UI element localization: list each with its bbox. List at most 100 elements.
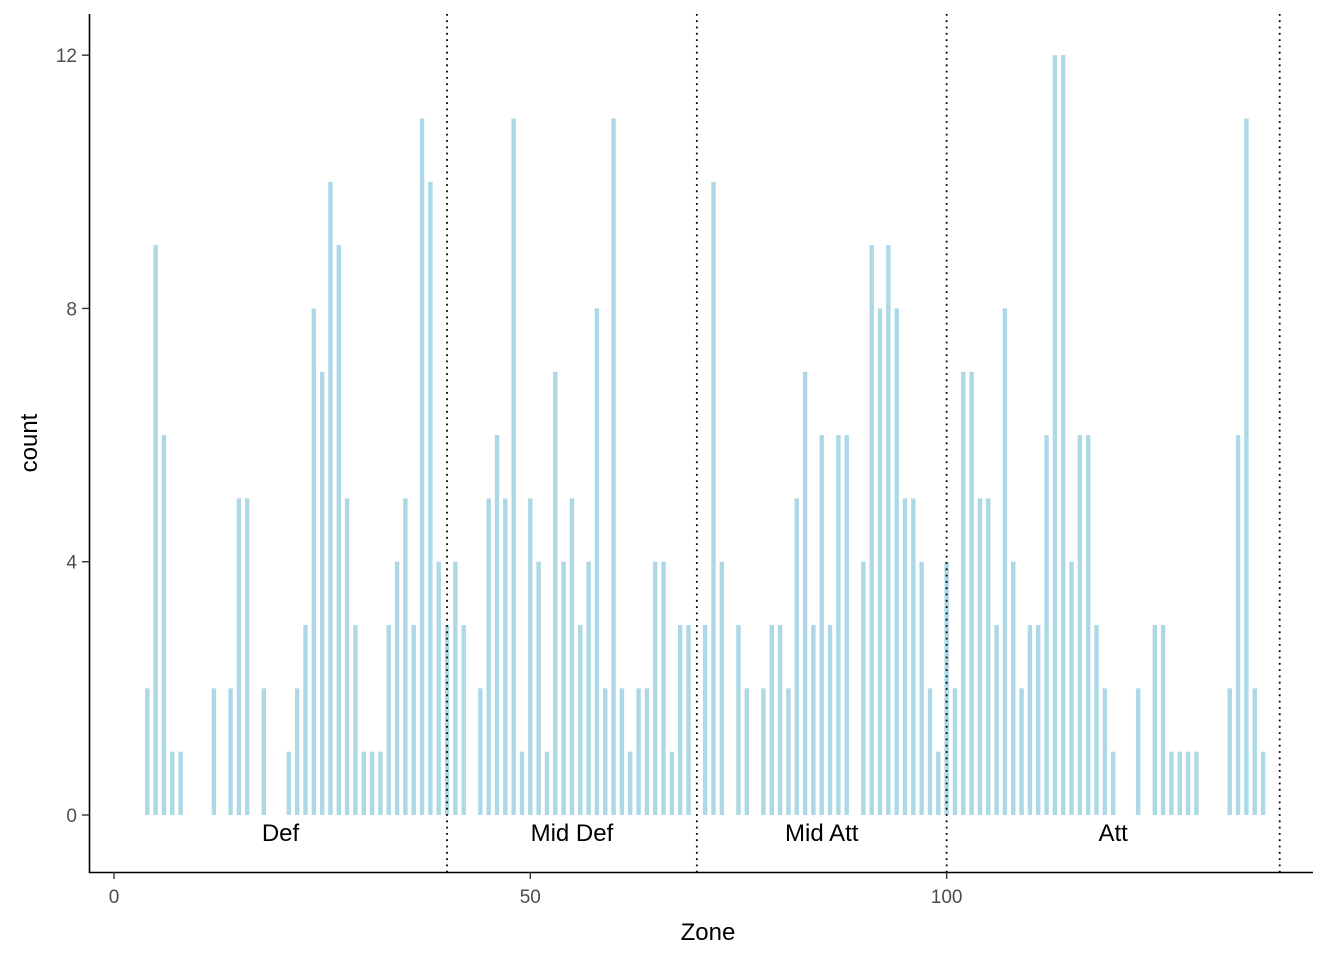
bar-80 <box>911 498 916 816</box>
x-tick-label-2: 100 <box>931 887 963 908</box>
bar-85 <box>952 688 958 816</box>
zone-label-0: Def <box>262 820 300 847</box>
bar-83 <box>936 751 941 816</box>
bar-77 <box>886 245 891 816</box>
bar-10 <box>286 751 292 816</box>
bar-19 <box>361 751 366 816</box>
bar-34 <box>494 435 500 816</box>
bar-97 <box>1052 55 1058 816</box>
bars-layer <box>145 55 1266 816</box>
bar-17 <box>344 498 350 816</box>
bar-79 <box>902 498 908 816</box>
bar-48 <box>611 118 616 816</box>
bar-4 <box>178 751 183 816</box>
bar-89 <box>986 498 991 816</box>
bar-33 <box>486 498 491 816</box>
bar-46 <box>594 308 600 816</box>
bar-25 <box>411 625 416 816</box>
bar-103 <box>1102 688 1108 816</box>
bar-90 <box>994 625 999 816</box>
bar-8 <box>245 498 250 816</box>
bar-54 <box>661 561 666 816</box>
bar-28 <box>436 561 441 816</box>
bar-94 <box>1027 625 1033 816</box>
x-tick-label-0: 0 <box>109 887 120 908</box>
bar-114 <box>1244 118 1249 816</box>
bar-52 <box>644 688 650 816</box>
bar-59 <box>711 181 716 816</box>
bar-23 <box>394 561 400 816</box>
bar-55 <box>669 751 675 816</box>
bar-76 <box>877 308 883 816</box>
bar-99 <box>1069 561 1074 816</box>
bar-81 <box>919 561 924 816</box>
bar-24 <box>403 498 408 816</box>
bar-61 <box>736 625 741 816</box>
bar-95 <box>1036 625 1041 816</box>
bar-69 <box>811 625 816 816</box>
bar-110 <box>1185 751 1191 816</box>
bar-57 <box>686 625 691 816</box>
bar-14 <box>319 371 325 816</box>
bar-91 <box>1002 308 1008 816</box>
axes <box>88 14 1313 874</box>
zone-labels: Def Mid Def Mid Att Att <box>262 820 1128 847</box>
bar-96 <box>1044 435 1049 816</box>
bar-56 <box>677 625 683 816</box>
bar-49 <box>619 688 625 816</box>
bar-106 <box>1152 625 1157 816</box>
y-tick-label-1: 4 <box>66 553 77 574</box>
bar-22 <box>386 625 391 816</box>
bar-75 <box>869 245 874 816</box>
bar-86 <box>961 371 966 816</box>
bar-93 <box>1019 688 1024 816</box>
bar-20 <box>369 751 375 816</box>
bar-73 <box>844 435 849 816</box>
bar-88 <box>977 498 983 816</box>
bar-0 <box>145 688 150 816</box>
bar-60 <box>719 561 725 816</box>
bar-1 <box>153 245 158 816</box>
bar-11 <box>294 688 300 816</box>
bar-104 <box>1110 751 1116 816</box>
bar-100 <box>1077 435 1083 816</box>
bar-87 <box>969 371 974 816</box>
bar-66 <box>786 688 791 816</box>
bar-32 <box>478 688 483 816</box>
bar-39 <box>536 561 541 816</box>
bar-21 <box>378 751 383 816</box>
bar-82 <box>927 688 933 816</box>
zone-label-1: Mid Def <box>531 820 614 847</box>
bar-16 <box>336 245 341 816</box>
bar-7 <box>236 498 242 816</box>
bar-36 <box>511 118 516 816</box>
zone-label-2: Mid Att <box>785 820 859 847</box>
bar-113 <box>1235 435 1241 816</box>
bar-68 <box>802 371 808 816</box>
bar-74 <box>861 561 866 816</box>
bar-38 <box>528 498 533 816</box>
bar-26 <box>419 118 425 816</box>
bar-65 <box>777 625 783 816</box>
bar-98 <box>1061 55 1066 816</box>
bar-18 <box>353 625 358 816</box>
x-axis-title: Zone <box>681 919 736 946</box>
bar-37 <box>519 751 525 816</box>
bar-116 <box>1260 751 1266 816</box>
bar-62 <box>744 688 749 816</box>
bar-50 <box>628 751 633 816</box>
zone-label-3: Att <box>1098 820 1128 847</box>
bar-92 <box>1011 561 1016 816</box>
bar-5 <box>211 688 217 816</box>
bar-31 <box>461 625 466 816</box>
bar-27 <box>428 181 433 816</box>
zone-boundaries <box>446 14 1281 872</box>
bar-2 <box>161 435 167 816</box>
ticks: 0 50 100 0 4 8 12 <box>56 46 963 908</box>
y-axis-title: count <box>16 413 43 472</box>
bar-107 <box>1160 625 1166 816</box>
bar-109 <box>1177 751 1182 816</box>
bar-63 <box>761 688 766 816</box>
bar-44 <box>578 625 583 816</box>
